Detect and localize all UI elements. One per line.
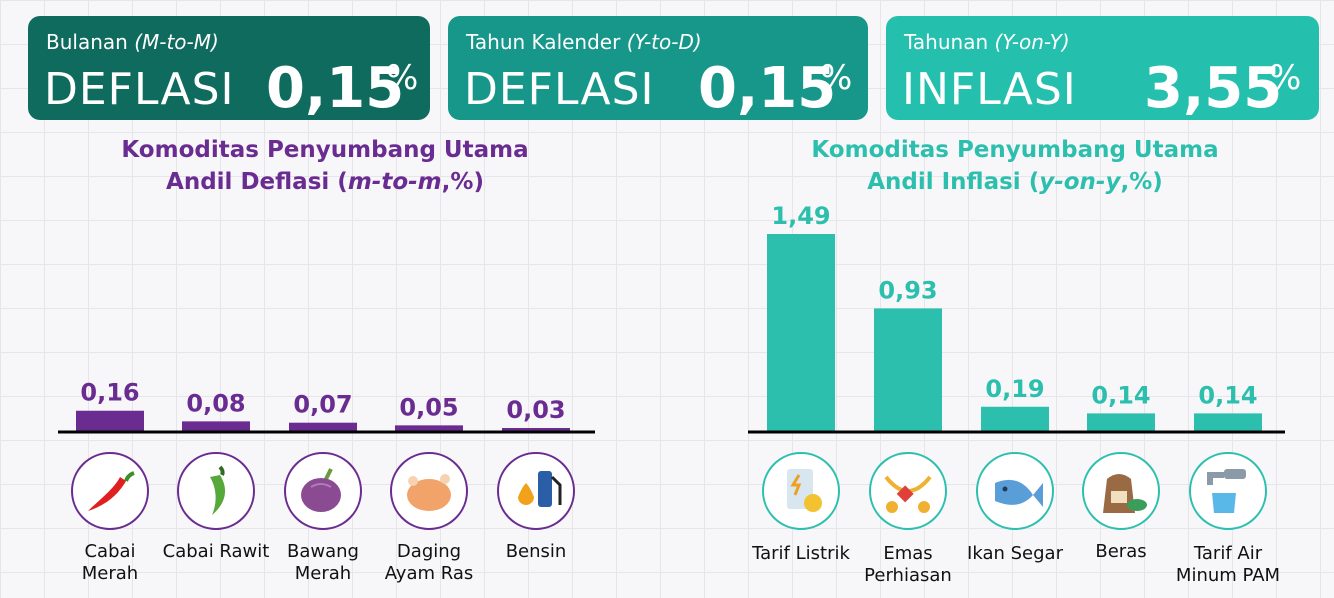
card-monthly-label: Bulanan (M-to-M): [46, 30, 219, 54]
gold-jewelry-icon: [869, 452, 947, 530]
value-label-4: 0,03: [506, 396, 565, 424]
card-yoy-unit: %: [1269, 58, 1302, 98]
category-label: Cabai Merah: [81, 541, 139, 584]
category-label: Emas Perhiasan: [864, 543, 952, 586]
category-label: Tarif Listrik: [752, 543, 850, 564]
red-chili-icon: [71, 452, 149, 530]
card-yoy-status: INFLASI: [902, 64, 1077, 115]
bar-0: [76, 410, 144, 432]
rice-sack-icon: [1082, 452, 1160, 530]
card-ytd-value: 0,15: [698, 56, 837, 121]
bar-4: [1194, 413, 1262, 432]
fuel-pump-icon: [497, 452, 575, 530]
bar-3: [395, 425, 463, 432]
value-label-0: 0,16: [80, 379, 139, 407]
chart-title-deflation: Komoditas Penyumbang Utama Andil Deflasi…: [100, 134, 550, 198]
water-tap-icon: [1189, 452, 1267, 530]
value-label-1: 0,93: [878, 276, 937, 304]
category-label: Beras: [1095, 541, 1147, 562]
bar-0: [767, 234, 835, 432]
card-monthly-value: 0,15: [266, 56, 405, 121]
bar-1: [182, 421, 250, 432]
bar-3: [1087, 413, 1155, 432]
fish-icon: [976, 452, 1054, 530]
value-label-3: 0,05: [399, 393, 458, 421]
category-label: Tarif Air Minum PAM: [1175, 543, 1281, 586]
shallot-icon: [284, 452, 362, 530]
card-yoy-value: 3,55: [1144, 56, 1283, 121]
category-label: Cabai Rawit: [162, 541, 270, 562]
bar-4: [502, 428, 570, 432]
electricity-bill-icon: [762, 452, 840, 530]
chart-title-deflation-line1: Komoditas Penyumbang Utama: [121, 137, 529, 163]
card-yoy: Tahunan (Y-on-Y) INFLASI 3,55 %: [886, 16, 1319, 121]
card-monthly-status: DEFLASI: [44, 64, 235, 115]
chart-title-deflation-line2: Andil Deflasi (m-to-m,%): [166, 169, 484, 195]
card-ytd-label: Tahun Kalender (Y-to-D): [466, 30, 702, 54]
value-label-2: 0,19: [985, 375, 1044, 403]
category-label: Bensin: [505, 541, 567, 562]
chart-title-inflation: Komoditas Penyumbang Utama Andil Inflasi…: [790, 134, 1240, 198]
chicken-icon: [390, 452, 468, 530]
category-label: Bawang Merah: [287, 541, 359, 584]
chart-inflation: 1,49 0,93 0,19 0,14 0,14: [748, 202, 1285, 530]
category-label: Daging Ayam Ras: [384, 541, 474, 584]
value-label-4: 0,14: [1198, 381, 1257, 409]
value-label-2: 0,07: [293, 391, 352, 419]
chart-title-inflation-line2: Andil Inflasi (y-on-y,%): [867, 169, 1163, 195]
value-label-3: 0,14: [1091, 381, 1150, 409]
category-label: Ikan Segar: [967, 543, 1063, 564]
chart-deflation: 0,16 0,08 0,07 0,05 0,03: [58, 379, 595, 530]
card-ytd-status: DEFLASI: [464, 64, 655, 115]
bar-1: [874, 308, 942, 432]
card-monthly-unit: %: [386, 58, 419, 98]
value-label-1: 0,08: [186, 389, 245, 417]
card-ytd-unit: %: [820, 58, 853, 98]
chart-title-inflation-line1: Komoditas Penyumbang Utama: [811, 137, 1219, 163]
value-label-0: 1,49: [771, 202, 830, 230]
bar-2: [981, 406, 1049, 432]
card-yoy-label: Tahunan (Y-on-Y): [904, 30, 1070, 54]
card-ytd: Tahun Kalender (Y-to-D) DEFLASI 0,15 %: [448, 16, 868, 121]
bar-2: [289, 422, 357, 432]
card-monthly: Bulanan (M-to-M) DEFLASI 0,15 %: [28, 16, 430, 121]
green-chili-icon: [177, 452, 255, 530]
